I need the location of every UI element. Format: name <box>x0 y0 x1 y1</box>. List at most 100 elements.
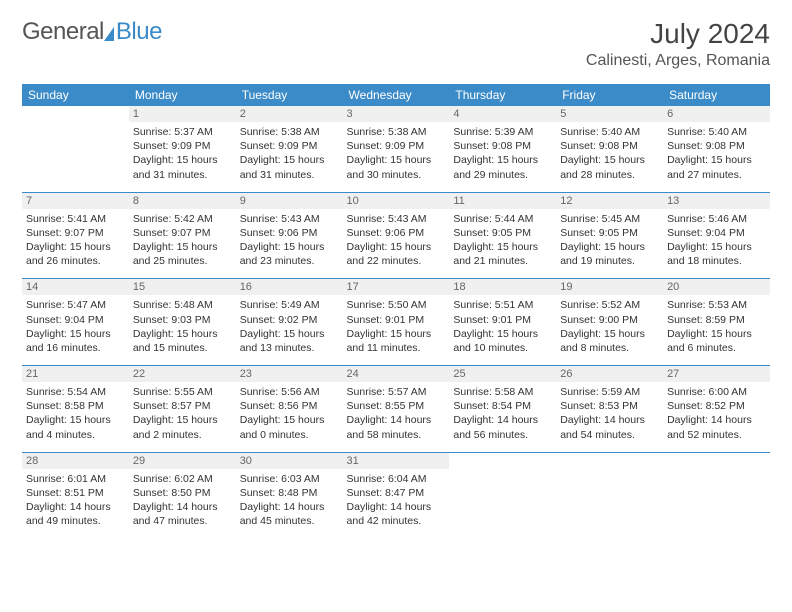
calendar-day-empty <box>556 452 663 538</box>
weekday-header: Monday <box>129 84 236 106</box>
day-number: 1 <box>129 106 236 122</box>
day-info: Sunrise: 5:57 AMSunset: 8:55 PMDaylight:… <box>347 385 446 442</box>
calendar-day: 19 Sunrise: 5:52 AMSunset: 9:00 PMDayligh… <box>556 279 663 366</box>
day-info: Sunrise: 5:47 AMSunset: 9:04 PMDaylight:… <box>26 298 125 355</box>
day-number: 27 <box>663 366 770 382</box>
weekday-header: Wednesday <box>343 84 450 106</box>
calendar-week: 7 Sunrise: 5:41 AMSunset: 9:07 PMDaylight… <box>22 192 770 279</box>
calendar-day: 9Sunrise: 5:43 AMSunset: 9:06 PMDaylight… <box>236 192 343 279</box>
calendar-week: 21 Sunrise: 5:54 AMSunset: 8:58 PMDayligh… <box>22 366 770 453</box>
day-info: Sunrise: 5:38 AMSunset: 9:09 PMDaylight:… <box>240 125 339 182</box>
day-number: 19 <box>556 279 663 295</box>
calendar-week: 28 Sunrise: 6:01 AMSunset: 8:51 PMDayligh… <box>22 452 770 538</box>
day-info: Sunrise: 5:51 AMSunset: 9:01 PMDaylight:… <box>453 298 552 355</box>
day-info: Sunrise: 5:43 AMSunset: 9:06 PMDaylight:… <box>240 212 339 269</box>
day-info: Sunrise: 6:01 AMSunset: 8:51 PMDaylight:… <box>26 472 125 529</box>
day-number: 10 <box>343 193 450 209</box>
title-block: July 2024 Calinesti, Arges, Romania <box>586 18 770 70</box>
calendar-day: 29 Sunrise: 6:02 AMSunset: 8:50 PMDayligh… <box>129 452 236 538</box>
day-info: Sunrise: 5:54 AMSunset: 8:58 PMDaylight:… <box>26 385 125 442</box>
month-title: July 2024 <box>586 18 770 50</box>
calendar-day: 28 Sunrise: 6:01 AMSunset: 8:51 PMDayligh… <box>22 452 129 538</box>
day-number: 15 <box>129 279 236 295</box>
weekday-header: Friday <box>556 84 663 106</box>
calendar-week: 14 Sunrise: 5:47 AMSunset: 9:04 PMDayligh… <box>22 279 770 366</box>
day-number: 21 <box>22 366 129 382</box>
calendar-week: 1 Sunrise: 5:37 AMSunset: 9:09 PMDaylight… <box>22 106 770 192</box>
day-info: Sunrise: 5:58 AMSunset: 8:54 PMDaylight:… <box>453 385 552 442</box>
weekday-header: Tuesday <box>236 84 343 106</box>
calendar-day: 5 Sunrise: 5:40 AMSunset: 9:08 PMDaylight… <box>556 106 663 192</box>
day-number: 17 <box>343 279 450 295</box>
calendar-day: 15Sunrise: 5:48 AMSunset: 9:03 PMDayligh… <box>129 279 236 366</box>
calendar-day: 21 Sunrise: 5:54 AMSunset: 8:58 PMDayligh… <box>22 366 129 453</box>
calendar-day: 6Sunrise: 5:40 AMSunset: 9:08 PMDaylight… <box>663 106 770 192</box>
day-info: Sunrise: 6:04 AMSunset: 8:47 PMDaylight:… <box>347 472 446 529</box>
day-info: Sunrise: 5:40 AMSunset: 9:08 PMDaylight:… <box>560 125 659 182</box>
day-info: Sunrise: 5:55 AMSunset: 8:57 PMDaylight:… <box>133 385 232 442</box>
day-number: 4 <box>449 106 556 122</box>
calendar-day: 10 Sunrise: 5:43 AMSunset: 9:06 PMDayligh… <box>343 192 450 279</box>
calendar-day-empty <box>22 106 129 192</box>
calendar-day: 8Sunrise: 5:42 AMSunset: 9:07 PMDaylight… <box>129 192 236 279</box>
day-info: Sunrise: 5:45 AMSunset: 9:05 PMDaylight:… <box>560 212 659 269</box>
calendar-day: 22 Sunrise: 5:55 AMSunset: 8:57 PMDayligh… <box>129 366 236 453</box>
day-number: 5 <box>556 106 663 122</box>
day-number: 20 <box>663 279 770 295</box>
calendar-day: 2Sunrise: 5:38 AMSunset: 9:09 PMDaylight… <box>236 106 343 192</box>
day-number: 28 <box>22 453 129 469</box>
day-info: Sunrise: 5:39 AMSunset: 9:08 PMDaylight:… <box>453 125 552 182</box>
logo-text-blue: Blue <box>116 18 162 46</box>
calendar-day: 3 Sunrise: 5:38 AMSunset: 9:09 PMDaylight… <box>343 106 450 192</box>
day-number: 12 <box>556 193 663 209</box>
weekday-row: SundayMondayTuesdayWednesdayThursdayFrid… <box>22 84 770 106</box>
day-number: 23 <box>236 366 343 382</box>
day-info: Sunrise: 5:59 AMSunset: 8:53 PMDaylight:… <box>560 385 659 442</box>
calendar-day: 12 Sunrise: 5:45 AMSunset: 9:05 PMDayligh… <box>556 192 663 279</box>
day-info: Sunrise: 6:02 AMSunset: 8:50 PMDaylight:… <box>133 472 232 529</box>
calendar-head: SundayMondayTuesdayWednesdayThursdayFrid… <box>22 84 770 106</box>
calendar-table: SundayMondayTuesdayWednesdayThursdayFrid… <box>22 84 770 538</box>
day-info: Sunrise: 5:41 AMSunset: 9:07 PMDaylight:… <box>26 212 125 269</box>
day-info: Sunrise: 5:52 AMSunset: 9:00 PMDaylight:… <box>560 298 659 355</box>
calendar-day: 25Sunrise: 5:58 AMSunset: 8:54 PMDayligh… <box>449 366 556 453</box>
calendar-day: 7 Sunrise: 5:41 AMSunset: 9:07 PMDaylight… <box>22 192 129 279</box>
calendar-day: 26 Sunrise: 5:59 AMSunset: 8:53 PMDayligh… <box>556 366 663 453</box>
day-info: Sunrise: 5:37 AMSunset: 9:09 PMDaylight:… <box>133 125 232 182</box>
calendar-body: 1 Sunrise: 5:37 AMSunset: 9:09 PMDaylight… <box>22 106 770 538</box>
day-number: 29 <box>129 453 236 469</box>
day-number: 3 <box>343 106 450 122</box>
header: General Blue July 2024 Calinesti, Arges,… <box>22 18 770 70</box>
calendar-day: 14 Sunrise: 5:47 AMSunset: 9:04 PMDayligh… <box>22 279 129 366</box>
day-info: Sunrise: 6:03 AMSunset: 8:48 PMDaylight:… <box>240 472 339 529</box>
day-number: 22 <box>129 366 236 382</box>
day-info: Sunrise: 5:44 AMSunset: 9:05 PMDaylight:… <box>453 212 552 269</box>
day-number: 7 <box>22 193 129 209</box>
day-number: 24 <box>343 366 450 382</box>
weekday-header: Thursday <box>449 84 556 106</box>
day-info: Sunrise: 5:40 AMSunset: 9:08 PMDaylight:… <box>667 125 766 182</box>
day-number: 13 <box>663 193 770 209</box>
calendar-day: 23Sunrise: 5:56 AMSunset: 8:56 PMDayligh… <box>236 366 343 453</box>
day-number: 26 <box>556 366 663 382</box>
location: Calinesti, Arges, Romania <box>586 52 770 70</box>
logo-triangle-icon <box>104 27 114 41</box>
logo-text-general: General <box>22 18 104 46</box>
day-number: 30 <box>236 453 343 469</box>
calendar-day: 18Sunrise: 5:51 AMSunset: 9:01 PMDayligh… <box>449 279 556 366</box>
calendar-day: 20 Sunrise: 5:53 AMSunset: 8:59 PMDayligh… <box>663 279 770 366</box>
day-info: Sunrise: 5:38 AMSunset: 9:09 PMDaylight:… <box>347 125 446 182</box>
day-number: 31 <box>343 453 450 469</box>
day-info: Sunrise: 5:43 AMSunset: 9:06 PMDaylight:… <box>347 212 446 269</box>
calendar-day: 11Sunrise: 5:44 AMSunset: 9:05 PMDayligh… <box>449 192 556 279</box>
calendar-day: 16Sunrise: 5:49 AMSunset: 9:02 PMDayligh… <box>236 279 343 366</box>
day-number: 16 <box>236 279 343 295</box>
calendar-day: 24 Sunrise: 5:57 AMSunset: 8:55 PMDayligh… <box>343 366 450 453</box>
weekday-header: Sunday <box>22 84 129 106</box>
weekday-header: Saturday <box>663 84 770 106</box>
day-info: Sunrise: 5:53 AMSunset: 8:59 PMDaylight:… <box>667 298 766 355</box>
calendar-day: 1 Sunrise: 5:37 AMSunset: 9:09 PMDaylight… <box>129 106 236 192</box>
calendar-day: 31 Sunrise: 6:04 AMSunset: 8:47 PMDayligh… <box>343 452 450 538</box>
day-number: 14 <box>22 279 129 295</box>
calendar-day: 30 Sunrise: 6:03 AMSunset: 8:48 PMDayligh… <box>236 452 343 538</box>
